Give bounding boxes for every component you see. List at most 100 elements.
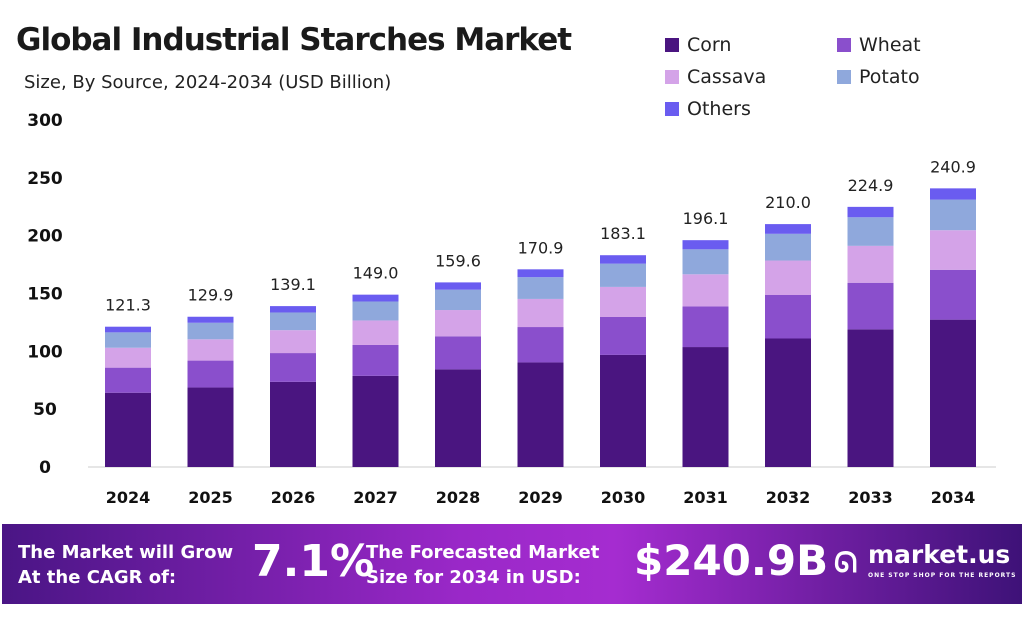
total-label-2034: 240.9 xyxy=(930,157,976,176)
bar-segment-potato-2026 xyxy=(270,312,316,331)
chart-plot: 0 50 100 150 200 250 300 121.3 2024 129.9 2025 139.… xyxy=(27,111,996,507)
bar-segment-potato-2030 xyxy=(600,263,646,287)
bar-segment-corn-2033 xyxy=(847,329,894,467)
bar-segment-corn-2024 xyxy=(105,392,151,467)
forecast-label: The Forecasted Market Size for 2034 in US… xyxy=(366,540,599,590)
bar-segment-potato-2028 xyxy=(435,289,481,311)
legend-item-cassava: Cassava xyxy=(665,66,837,88)
bar-segment-others-2024 xyxy=(105,326,151,333)
y-tick-label: 200 xyxy=(27,227,63,247)
bar-segment-wheat-2033 xyxy=(847,282,894,330)
y-tick-label: 250 xyxy=(27,169,63,189)
brand-name: market.us xyxy=(868,540,1011,569)
bar-segment-potato-2033 xyxy=(847,217,894,246)
bar-segment-wheat-2030 xyxy=(600,316,646,355)
total-label-2031: 196.1 xyxy=(683,209,729,228)
brand-tagline: ONE STOP SHOP FOR THE REPORTS xyxy=(868,572,1017,579)
bar-segment-cassava-2032 xyxy=(765,260,811,296)
total-label-2026: 139.1 xyxy=(270,275,316,294)
legend-label: Cassava xyxy=(687,66,767,88)
bar-segment-others-2028 xyxy=(435,282,481,290)
total-label-2033: 224.9 xyxy=(848,176,894,195)
bar-segment-others-2027 xyxy=(352,294,399,302)
bar-segment-cassava-2026 xyxy=(270,330,316,354)
bar-segment-wheat-2025 xyxy=(187,360,234,388)
cagr-label: The Market will Grow At the CAGR of: xyxy=(18,540,233,590)
x-tick-label: 2026 xyxy=(271,488,316,507)
legend-swatch xyxy=(837,38,851,52)
bar-segment-cassava-2031 xyxy=(682,274,729,307)
legend-swatch xyxy=(665,102,679,116)
chart-title: Global Industrial Starches Market xyxy=(16,22,572,58)
bar-segment-corn-2028 xyxy=(435,369,481,467)
legend-swatch xyxy=(665,38,679,52)
bar-segment-potato-2024 xyxy=(105,332,151,348)
legend-label: Corn xyxy=(687,34,732,56)
legend-label: Wheat xyxy=(859,34,921,56)
bar-segment-cassava-2028 xyxy=(435,310,481,337)
brand-logo-icon: ᘏ xyxy=(834,546,858,579)
bar-segment-wheat-2029 xyxy=(517,327,564,363)
bar-segment-potato-2027 xyxy=(352,301,399,321)
legend-item-others: Others xyxy=(665,98,837,120)
bar-segment-wheat-2034 xyxy=(930,269,976,320)
legend-label: Potato xyxy=(859,66,920,88)
legend-item-wheat: Wheat xyxy=(837,34,1009,56)
bar-segment-cassava-2030 xyxy=(600,286,646,317)
bar-segment-cassava-2034 xyxy=(930,230,976,270)
total-label-2024: 121.3 xyxy=(105,296,151,315)
x-tick-label: 2024 xyxy=(106,488,151,507)
legend-swatch xyxy=(837,70,851,84)
x-tick-label: 2028 xyxy=(436,488,481,507)
bar-segment-wheat-2028 xyxy=(435,336,481,370)
legend: Corn Wheat Cassava Potato Others xyxy=(665,34,1015,120)
bar-segment-potato-2031 xyxy=(682,249,729,275)
cagr-value: 7.1% xyxy=(252,536,375,587)
legend-item-potato: Potato xyxy=(837,66,1009,88)
x-tick-label: 2029 xyxy=(518,488,563,507)
total-label-2028: 159.6 xyxy=(435,251,481,270)
bar-segment-others-2031 xyxy=(682,240,729,250)
bar-segment-cassava-2027 xyxy=(352,320,399,345)
bar-segment-corn-2025 xyxy=(187,387,234,467)
x-tick-label: 2030 xyxy=(601,488,646,507)
x-tick-label: 2033 xyxy=(848,488,893,507)
bar-segment-corn-2031 xyxy=(682,347,729,467)
bar-segment-corn-2030 xyxy=(600,354,646,467)
total-label-2032: 210.0 xyxy=(765,193,811,212)
bar-segment-potato-2029 xyxy=(517,277,564,299)
bar-segment-potato-2032 xyxy=(765,233,811,261)
bar-segment-others-2026 xyxy=(270,306,316,313)
x-tick-label: 2031 xyxy=(683,488,728,507)
forecast-label-line2: Size for 2034 in USD: xyxy=(366,567,581,588)
y-tick-label: 0 xyxy=(39,458,51,478)
cagr-label-line2: At the CAGR of: xyxy=(18,567,177,588)
bar-segment-cassava-2025 xyxy=(187,339,234,361)
y-tick-label: 300 xyxy=(27,111,63,131)
total-label-2030: 183.1 xyxy=(600,224,646,243)
legend-item-corn: Corn xyxy=(665,34,837,56)
bar-segment-cassava-2033 xyxy=(847,245,894,283)
total-label-2025: 129.9 xyxy=(188,286,234,305)
legend-label: Others xyxy=(687,98,751,120)
bar-segment-corn-2032 xyxy=(765,338,811,467)
bar-segment-others-2029 xyxy=(517,269,564,278)
bar-segment-corn-2026 xyxy=(270,381,316,467)
bar-segment-cassava-2029 xyxy=(517,298,564,328)
bar-segment-wheat-2026 xyxy=(270,353,316,382)
forecast-value: $240.9B xyxy=(634,536,829,585)
bar-segment-others-2034 xyxy=(930,188,976,200)
x-tick-label: 2027 xyxy=(353,488,398,507)
bar-segment-corn-2027 xyxy=(352,375,399,467)
bar-segment-wheat-2024 xyxy=(105,367,151,393)
y-tick-label: 50 xyxy=(33,400,57,420)
total-label-2029: 170.9 xyxy=(518,238,564,257)
bar-segment-others-2025 xyxy=(187,316,234,323)
bar-segment-others-2033 xyxy=(847,206,894,218)
cagr-label-line1: The Market will Grow xyxy=(18,542,234,563)
legend-swatch xyxy=(665,70,679,84)
bar-segment-cassava-2024 xyxy=(105,347,151,368)
bar-segment-corn-2029 xyxy=(517,362,564,467)
x-tick-label: 2034 xyxy=(931,488,976,507)
x-tick-label: 2025 xyxy=(188,488,233,507)
